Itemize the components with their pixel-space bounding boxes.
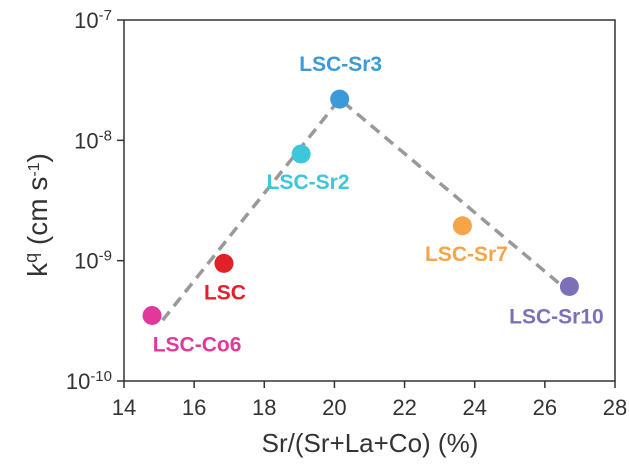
point-label-lsc-sr10: LSC-Sr10 — [509, 305, 604, 328]
y-title-unit-sup: -1 — [26, 162, 43, 176]
x-tick-label: 16 — [182, 395, 206, 420]
y-axis-title: kq (cm s-1) — [21, 153, 53, 277]
point-lsc-co6 — [142, 306, 162, 326]
point-lsc-sr7 — [452, 216, 472, 236]
point-label-lsc-sr7: LSC-Sr7 — [425, 243, 508, 266]
x-axis-title: Sr/(Sr+La+Co) (%) — [262, 428, 479, 458]
point-label-lsc-co6: LSC-Co6 — [153, 334, 242, 357]
x-tick-label: 18 — [252, 395, 276, 420]
trend-line-layer — [161, 96, 568, 322]
x-tick-label: 22 — [392, 395, 416, 420]
x-tick-label: 20 — [322, 395, 346, 420]
point-label-lsc-sr2: LSC-Sr2 — [267, 171, 350, 194]
point-lsc-sr3 — [330, 89, 350, 109]
point-label-lsc-sr3: LSC-Sr3 — [299, 53, 382, 76]
plot-frame — [123, 19, 616, 382]
x-ticks: 14 16 18 20 22 24 26 28 — [112, 381, 627, 420]
y-ticks: 10-7 10-8 10-9 10-10 — [66, 7, 124, 395]
y-title-sup: q — [21, 253, 41, 263]
x-tick-label: 24 — [462, 395, 486, 420]
x-tick-label: 28 — [603, 395, 627, 420]
y-title-main: (cm s — [22, 177, 53, 253]
y-tick-label: 10-10 — [66, 368, 112, 395]
trend-line — [161, 96, 568, 322]
y-tick-label: 10-8 — [74, 127, 112, 154]
y-tick-label: 10-9 — [74, 247, 112, 274]
plot-border — [123, 19, 616, 382]
y-title-base: k — [22, 262, 53, 277]
point-lsc — [214, 253, 234, 273]
point-lsc-sr10 — [559, 276, 579, 296]
data-points-layer: LSC-Co6 LSC LSC-Sr2 LSC-Sr3 LSC-Sr7 LSC-Sr10 — [142, 53, 604, 357]
svg-text:kq (cm s-1): kq (cm s-1) — [21, 153, 53, 277]
y-tick-label: 10-7 — [74, 7, 112, 34]
y-title-close: ) — [22, 153, 53, 162]
x-tick-label: 14 — [112, 395, 136, 420]
point-label-lsc: LSC — [204, 281, 246, 304]
x-tick-label: 26 — [533, 395, 557, 420]
point-lsc-sr2 — [291, 144, 311, 164]
